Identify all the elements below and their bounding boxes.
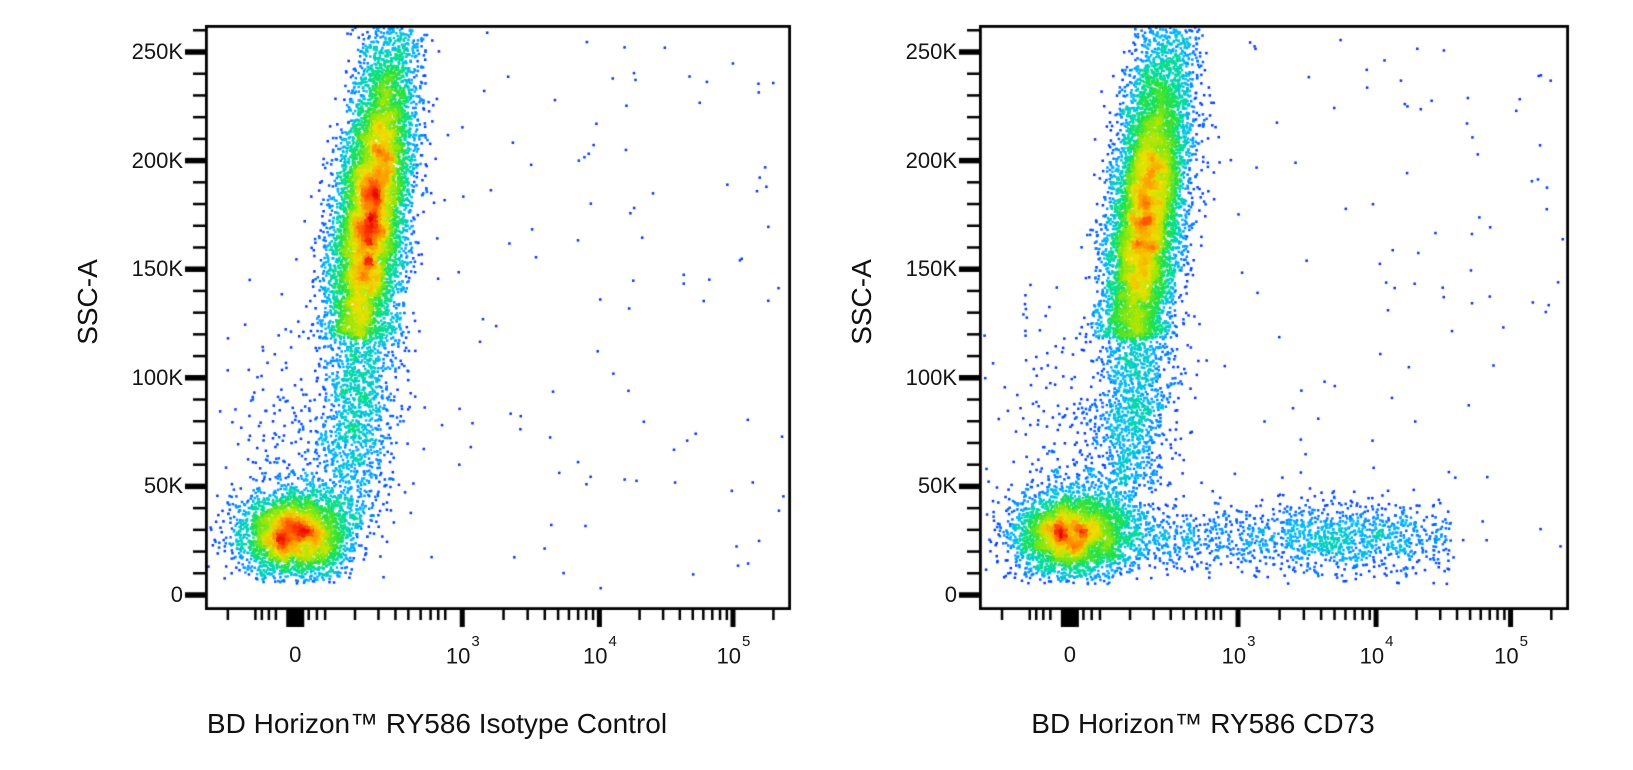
x-axis-title-isotype-control: BD Horizon™ RY586 Isotype Control bbox=[206, 708, 668, 739]
x-tick-label: 103 bbox=[445, 633, 480, 669]
x-tick-label: 0 bbox=[289, 642, 302, 667]
y-tick-label: 200K bbox=[905, 147, 957, 173]
x-tick-label: 104 bbox=[582, 633, 617, 669]
y-tick-label: 150K bbox=[131, 256, 183, 282]
x-axis-title-cd73: BD Horizon™ RY586 CD73 bbox=[1031, 708, 1375, 739]
x-tick-label: 104 bbox=[1359, 633, 1394, 669]
y-tick-label: 200K bbox=[131, 147, 183, 173]
y-tick-label: 100K bbox=[905, 364, 957, 390]
isotype-dot-plot-canvas bbox=[165, 17, 816, 652]
x-tick-label: 105 bbox=[1494, 633, 1528, 669]
x-tick-label: 105 bbox=[716, 633, 751, 669]
x-tick-label: 0 bbox=[1063, 642, 1076, 667]
y-tick-label: 0 bbox=[944, 582, 957, 607]
y-tick-label: 0 bbox=[170, 582, 183, 607]
y-tick-label: 50K bbox=[917, 473, 957, 499]
x-tick-label: 103 bbox=[1221, 633, 1256, 669]
y-tick-label: 250K bbox=[131, 39, 183, 64]
cd73-dot-plot-canvas bbox=[939, 17, 1594, 652]
y-tick-label: 250K bbox=[905, 39, 957, 64]
y-tick-label: 50K bbox=[143, 473, 183, 499]
y-tick-label: 100K bbox=[131, 364, 183, 390]
y-tick-label: 150K bbox=[905, 256, 957, 282]
